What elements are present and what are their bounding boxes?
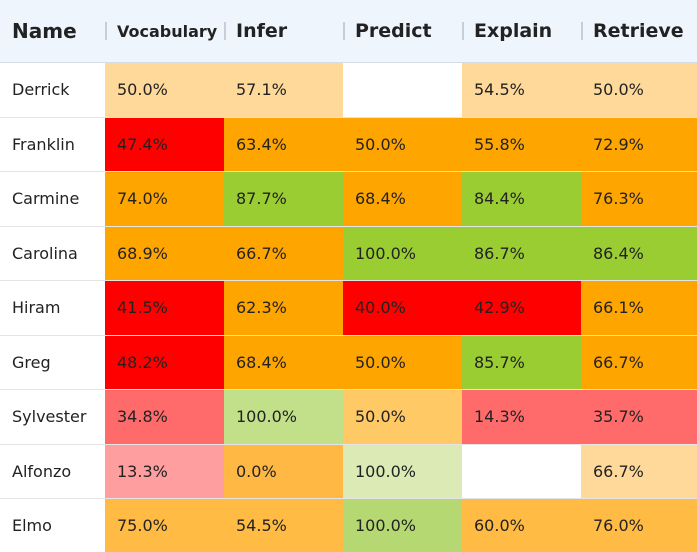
score-cell: 68.4% bbox=[343, 171, 462, 227]
name-cell: Derrick bbox=[0, 62, 105, 118]
score-cell: 48.2% bbox=[105, 335, 224, 390]
column-separator bbox=[581, 22, 583, 40]
score-cell bbox=[343, 62, 462, 118]
score-cell: 63.4% bbox=[224, 117, 343, 172]
score-cell: 72.9% bbox=[581, 117, 697, 172]
name-cell: Sylvester bbox=[0, 389, 105, 445]
score-cell: 50.0% bbox=[105, 62, 224, 118]
column-header[interactable]: Vocabulary bbox=[105, 0, 224, 63]
column-header[interactable]: Infer bbox=[224, 0, 343, 63]
score-cell: 86.4% bbox=[581, 226, 697, 281]
score-cell: 100.0% bbox=[343, 444, 462, 499]
column-separator bbox=[343, 22, 345, 40]
column-separator bbox=[105, 22, 107, 40]
score-cell: 47.4% bbox=[105, 117, 224, 172]
score-cell: 74.0% bbox=[105, 171, 224, 227]
score-cell: 66.7% bbox=[581, 335, 697, 390]
table-row: Franklin 47.4% 63.4% 50.0% 55.8% 72.9% bbox=[0, 117, 697, 172]
header-label: Explain bbox=[474, 20, 553, 42]
header-label: Retrieve bbox=[593, 20, 684, 42]
header-label: Predict bbox=[355, 20, 432, 42]
name-cell: Carolina bbox=[0, 226, 105, 281]
name-cell: Carmine bbox=[0, 171, 105, 227]
score-cell: 35.7% bbox=[581, 389, 697, 445]
score-cell: 50.0% bbox=[343, 117, 462, 172]
score-cell: 100.0% bbox=[224, 389, 343, 445]
header-label: Vocabulary bbox=[117, 21, 218, 41]
score-cell: 14.3% bbox=[462, 389, 581, 445]
score-cell: 87.7% bbox=[224, 171, 343, 227]
score-cell: 40.0% bbox=[343, 280, 462, 336]
score-cell: 50.0% bbox=[581, 62, 697, 118]
score-cell: 60.0% bbox=[462, 498, 581, 552]
score-cell: 41.5% bbox=[105, 280, 224, 336]
score-cell: 42.9% bbox=[462, 280, 581, 336]
table-row: Hiram 41.5% 62.3% 40.0% 42.9% 66.1% bbox=[0, 280, 697, 336]
score-cell: 66.7% bbox=[581, 444, 697, 499]
table-row: Elmo 75.0% 54.5% 100.0% 60.0% 76.0% bbox=[0, 498, 697, 552]
header-label: Name bbox=[12, 19, 77, 43]
score-cell: 62.3% bbox=[224, 280, 343, 336]
score-cell bbox=[462, 444, 581, 499]
name-cell: Elmo bbox=[0, 498, 105, 552]
name-cell: Greg bbox=[0, 335, 105, 390]
table-row: Alfonzo 13.3% 0.0% 100.0% 66.7% bbox=[0, 444, 697, 499]
table-row: Carolina 68.9% 66.7% 100.0% 86.7% 86.4% bbox=[0, 226, 697, 281]
table-row: Sylvester 34.8% 100.0% 50.0% 14.3% 35.7% bbox=[0, 389, 697, 445]
table-body: Derrick 50.0% 57.1% 54.5% 50.0% Franklin 47.4%… bbox=[0, 62, 697, 552]
header-label: Infer bbox=[236, 20, 288, 42]
score-cell: 54.5% bbox=[224, 498, 343, 552]
name-cell: Hiram bbox=[0, 280, 105, 336]
score-cell: 66.7% bbox=[224, 226, 343, 281]
score-cell: 76.3% bbox=[581, 171, 697, 227]
score-cell: 75.0% bbox=[105, 498, 224, 552]
score-cell: 54.5% bbox=[462, 62, 581, 118]
name-cell: Franklin bbox=[0, 117, 105, 172]
column-header[interactable]: Retrieve bbox=[581, 0, 697, 63]
score-cell: 86.7% bbox=[462, 226, 581, 281]
score-cell: 55.8% bbox=[462, 117, 581, 172]
score-cell: 57.1% bbox=[224, 62, 343, 118]
score-cell: 100.0% bbox=[343, 226, 462, 281]
column-header[interactable]: Explain bbox=[462, 0, 581, 63]
score-cell: 68.4% bbox=[224, 335, 343, 390]
score-cell: 0.0% bbox=[224, 444, 343, 499]
score-cell: 34.8% bbox=[105, 389, 224, 445]
header-row: Name Vocabulary Infer Predict Explain Retriev… bbox=[0, 0, 697, 63]
score-cell: 76.0% bbox=[581, 498, 697, 552]
column-separator bbox=[224, 22, 226, 40]
name-cell: Alfonzo bbox=[0, 444, 105, 499]
score-cell: 13.3% bbox=[105, 444, 224, 499]
column-header[interactable]: Predict bbox=[343, 0, 462, 63]
column-header[interactable]: Name bbox=[0, 0, 105, 63]
score-cell: 100.0% bbox=[343, 498, 462, 552]
score-cell: 50.0% bbox=[343, 389, 462, 445]
column-separator bbox=[462, 22, 464, 40]
score-cell: 66.1% bbox=[581, 280, 697, 336]
table-row: Carmine 74.0% 87.7% 68.4% 84.4% 76.3% bbox=[0, 171, 697, 227]
score-cell: 50.0% bbox=[343, 335, 462, 390]
score-cell: 85.7% bbox=[462, 335, 581, 390]
table-row: Derrick 50.0% 57.1% 54.5% 50.0% bbox=[0, 62, 697, 118]
score-cell: 84.4% bbox=[462, 171, 581, 227]
table-row: Greg 48.2% 68.4% 50.0% 85.7% 66.7% bbox=[0, 335, 697, 390]
score-cell: 68.9% bbox=[105, 226, 224, 281]
